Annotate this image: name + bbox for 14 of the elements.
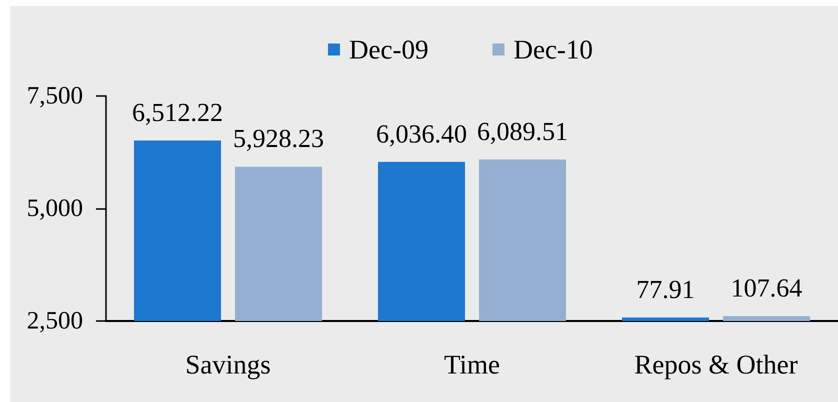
y-tick-label: 5,000 — [26, 195, 83, 222]
data-label: 107.64 — [730, 274, 802, 303]
data-label: 6,089.51 — [477, 116, 568, 146]
x-tick-label: Time — [444, 350, 500, 380]
data-label: 77.91 — [636, 274, 695, 304]
legend-label: Dec-10 — [513, 34, 593, 64]
legend-label: Dec-09 — [349, 34, 428, 64]
data-label: 6,036.40 — [376, 119, 467, 148]
data-label: 5,928.23 — [233, 124, 324, 154]
y-tick-label: 2,500 — [26, 308, 83, 334]
x-tick-label: Repos & Other — [634, 350, 798, 380]
x-tick-label: Savings — [185, 350, 271, 380]
data-label: 6,512.22 — [132, 98, 223, 127]
y-tick-label: 7,500 — [26, 82, 83, 110]
